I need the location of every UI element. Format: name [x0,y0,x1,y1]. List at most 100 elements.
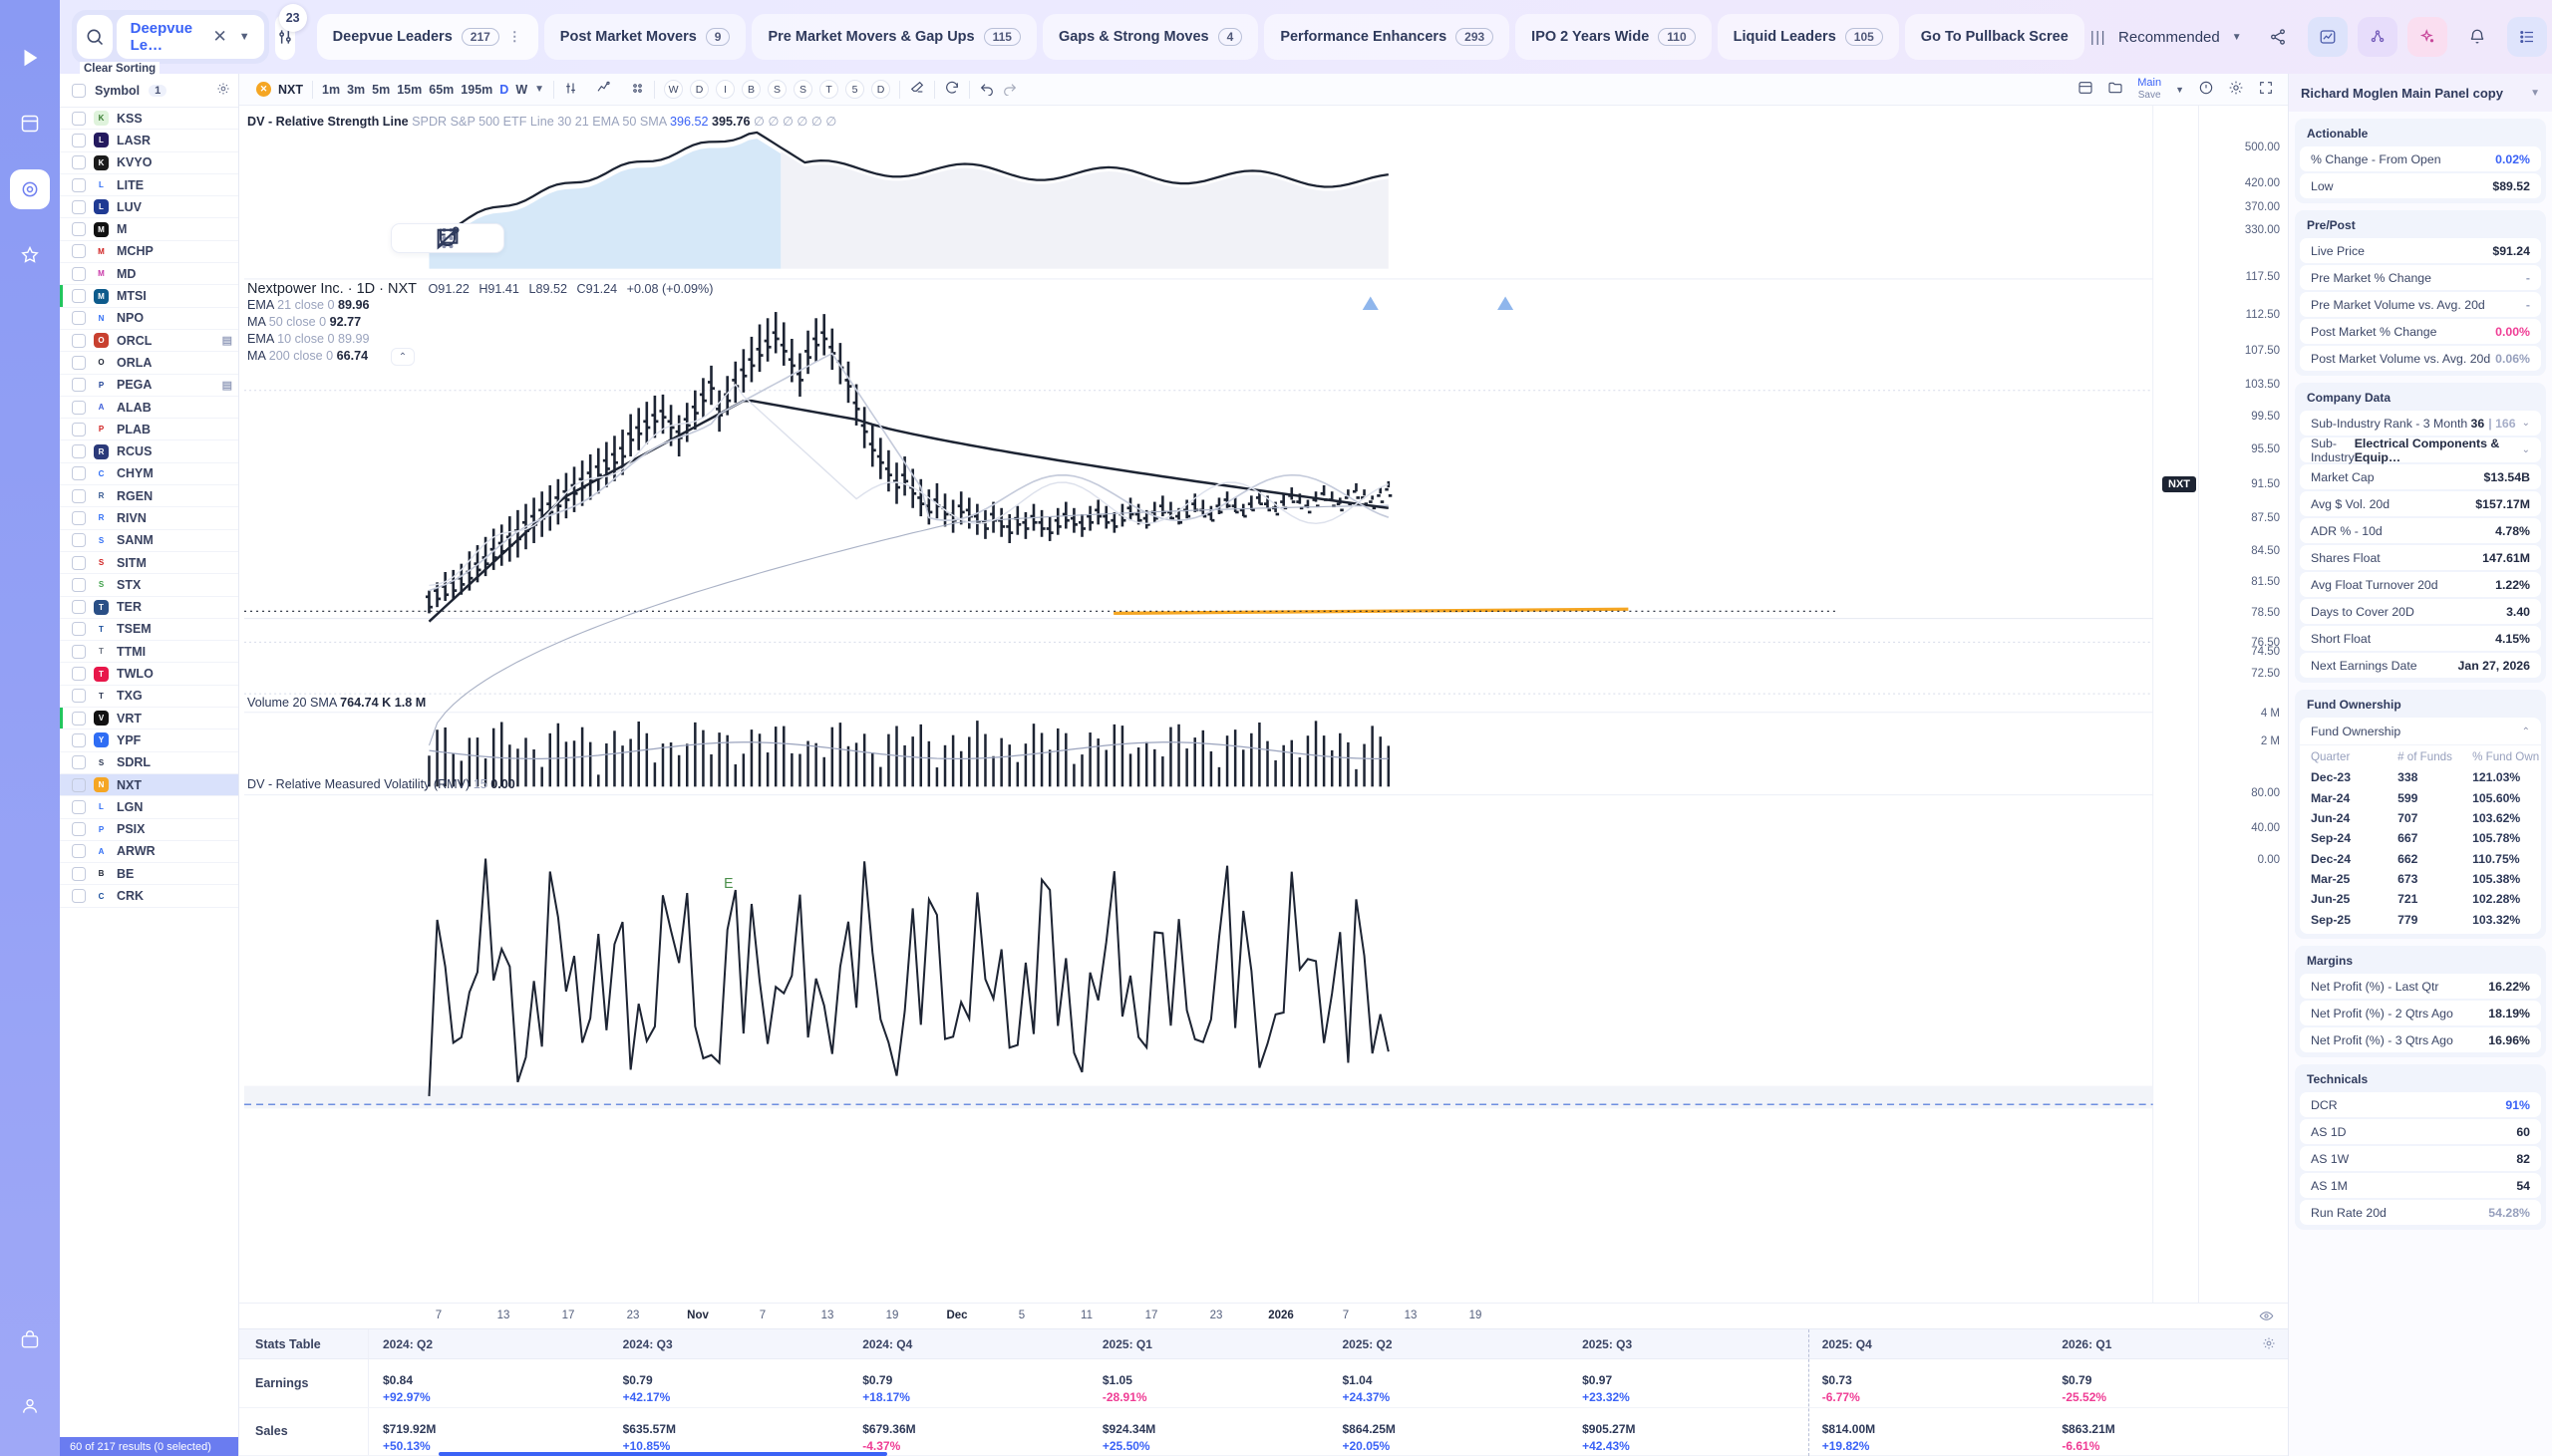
row-checkbox[interactable] [72,400,86,415]
metric-row[interactable]: AS 1M 54 [2300,1173,2541,1198]
chevron-up-icon[interactable]: ⌃ [2521,726,2530,737]
collapse-pane-icon[interactable]: ⌃ [391,348,415,366]
list-item[interactable]: S SDRL [60,752,238,774]
row-checkbox[interactable] [72,177,86,192]
note-icon[interactable] [437,227,497,250]
line-chart-icon[interactable] [2307,17,2348,57]
row-checkbox[interactable] [72,199,86,214]
chevron-down-icon[interactable]: ▼ [2231,31,2242,43]
list-item[interactable]: M MTSI [60,285,238,308]
metric-row[interactable]: Avg $ Vol. 20d $157.17M [2300,491,2541,516]
row-checkbox[interactable] [72,799,86,814]
row-checkbox[interactable] [72,266,86,281]
metric-row[interactable]: DCR 91% [2300,1092,2541,1117]
list-item[interactable]: L LUV [60,196,238,219]
alert-icon[interactable] [2198,80,2214,99]
metric-row[interactable]: Post Market Volume vs. Avg. 20d 0.06% [2300,346,2541,371]
timeframe-w[interactable]: W [515,82,528,97]
axis-visibility-icon[interactable] [2259,1309,2274,1326]
list-item[interactable]: A ALAB [60,397,238,420]
metric-row[interactable]: Net Profit (%) - 2 Qtrs Ago 18.19% [2300,1001,2541,1025]
list-item[interactable]: L LITE [60,174,238,197]
template-button-3[interactable]: B [742,80,762,99]
list-item[interactable]: P PSIX [60,819,238,841]
metric-row[interactable]: AS 1D 60 [2300,1119,2541,1144]
settings-sliders-icon[interactable] [563,81,578,99]
list-item[interactable]: T TWLO [60,663,238,686]
list-item[interactable]: T TXG [60,686,238,709]
row-checkbox[interactable] [72,644,86,659]
date-axis[interactable]: 7 13 17 23 Nov 7 13 19 Dec 5 11 17 23 2026 7 13 19 [239,1303,2288,1328]
list-item[interactable]: P PLAB [60,419,238,441]
row-checkbox[interactable] [72,111,86,126]
recommended-dropdown[interactable]: ||| Recommended ▼ [2084,29,2248,46]
eraser-icon[interactable] [909,80,925,99]
list-item[interactable]: R RIVN [60,507,238,530]
fullscreen-icon[interactable] [2258,80,2274,99]
share-icon[interactable] [2258,17,2298,57]
list-item[interactable]: T TSEM [60,619,238,642]
row-checkbox[interactable] [72,689,86,704]
metric-row[interactable]: Pre Market Volume vs. Avg. 20d - [2300,292,2541,317]
tab-ipo-2-years-wide[interactable]: IPO 2 Years Wide 110 [1515,14,1712,60]
metric-row[interactable]: Shares Float 147.61M [2300,545,2541,570]
template-button-6[interactable]: T [819,80,839,99]
list-item[interactable]: Y YPF [60,729,238,752]
row-checkbox[interactable] [72,510,86,525]
list-item[interactable]: S STX [60,574,238,597]
row-checkbox[interactable] [72,555,86,570]
list-item[interactable]: R RGEN [60,485,238,508]
tab-go-to-pullback-screen[interactable]: Go To Pullback Scree [1904,14,2084,60]
play-logo-icon[interactable] [10,38,50,78]
tab-performance-enhancers[interactable]: Performance Enhancers 293 [1264,14,1510,60]
indicators-icon[interactable] [596,80,612,99]
metric-row[interactable]: Run Rate 20d 54.28% [2300,1200,2541,1225]
metric-row[interactable]: Sub-Industry Electrical Components & Equi… [2300,437,2541,464]
timeframe-5m[interactable]: 5m [372,82,391,97]
clear-sorting-tooltip[interactable]: Clear Sorting [80,62,160,76]
rail-star-icon[interactable] [10,235,50,275]
timeframe-195m[interactable]: 195m [461,82,493,97]
row-checkbox[interactable] [72,533,86,548]
select-all-checkbox[interactable] [72,83,86,98]
redo-icon[interactable] [1002,80,1018,99]
row-checkbox[interactable] [72,600,86,615]
timeframe-65m[interactable]: 65m [429,82,455,97]
list-item[interactable]: B BE [60,863,238,886]
list-item[interactable]: S SANM [60,530,238,552]
tab-post-market-movers[interactable]: Post Market Movers 9 [543,14,747,60]
list-item[interactable]: L LASR [60,130,238,152]
template-button-8[interactable]: D [871,80,891,99]
row-checkbox[interactable] [72,355,86,370]
stats-gear-icon[interactable] [2262,1336,2276,1353]
list-item[interactable]: C CRK [60,885,238,908]
row-checkbox[interactable] [72,711,86,726]
row-checkbox[interactable] [72,222,86,237]
list-item[interactable]: K KSS [60,108,238,131]
timeframe-3m[interactable]: 3m [347,82,366,97]
metric-row[interactable]: Sub-Industry Rank - 3 Month 36 | 166 ⌄ [2300,411,2541,436]
bell-icon[interactable] [2457,17,2497,57]
chevron-down-icon[interactable]: ⌄ [2521,418,2530,429]
stats-horizontal-scrollbar[interactable] [439,1452,887,1456]
save-layout-button[interactable]: Main Save [2137,77,2161,101]
metric-row[interactable]: ADR % - 10d 4.78% [2300,518,2541,543]
list-item[interactable]: M MCHP [60,241,238,264]
template-button-2[interactable]: I [716,80,736,99]
metric-row[interactable]: Avg Float Turnover 20d 1.22% [2300,572,2541,597]
chevron-down-icon[interactable]: ▼ [2530,87,2540,99]
list-item[interactable]: N NPO [60,308,238,330]
row-checkbox[interactable] [72,466,86,481]
tab-more-icon[interactable]: ⋮ [507,29,522,44]
row-checkbox[interactable] [72,732,86,747]
row-checkbox[interactable] [72,155,86,170]
list-item[interactable]: V VRT [60,708,238,730]
list-item[interactable]: P PEGA ▤ [60,375,238,397]
row-checkbox[interactable] [72,244,86,259]
list-item[interactable]: R RCUS [60,440,238,463]
tab-deepvue-leaders[interactable]: Deepvue Leaders 217 ⋮ [316,14,538,60]
chart-canvas[interactable]: E DV - Relative Strength Line SPDR S&P 5… [239,106,2288,1303]
tab-pre-market-movers-gap-ups[interactable]: Pre Market Movers & Gap Ups 115 [752,14,1037,60]
metric-row[interactable]: Market Cap $13.54B [2300,464,2541,489]
